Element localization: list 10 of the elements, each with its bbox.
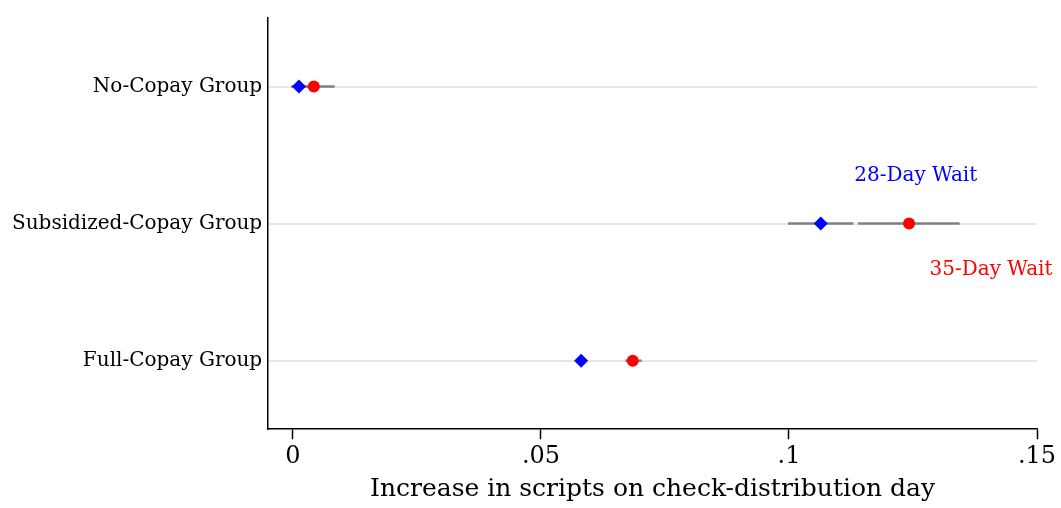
x-tick-label: 0	[285, 440, 301, 469]
y-tick-label: Subsidized-Copay Group	[11, 209, 263, 234]
y-tick-label: No-Copay Group	[92, 72, 263, 97]
x-axis-title: Increase in scripts on check-distribution day	[370, 472, 936, 502]
x-tick-label: .1	[777, 440, 801, 469]
text: 28-Day Wait	[854, 161, 978, 186]
y-tick-label: Full-Copay Group	[82, 346, 263, 371]
x-tick-label: .05	[521, 440, 561, 469]
series-label: 35-Day Wait	[929, 255, 1053, 280]
x-tick-label: .15	[1017, 440, 1057, 469]
